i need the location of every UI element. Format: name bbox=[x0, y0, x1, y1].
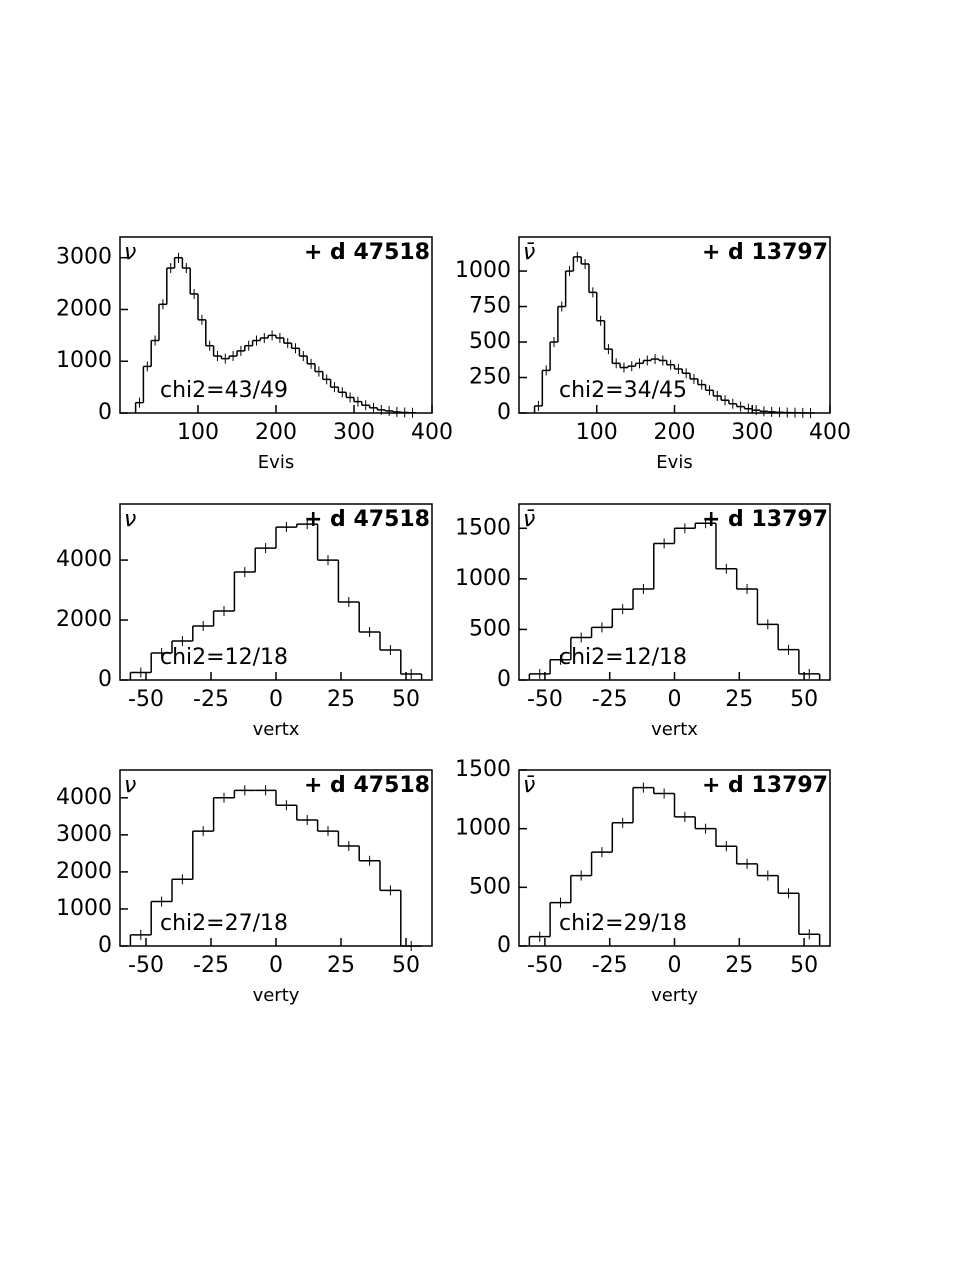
x-axis-label: Evis bbox=[258, 452, 294, 473]
y-tick-label: 250 bbox=[469, 365, 511, 390]
y-tick-label: 0 bbox=[497, 667, 511, 692]
x-tick-label: 200 bbox=[255, 420, 297, 445]
y-tick-label: 0 bbox=[497, 933, 511, 958]
y-tick-label: 3000 bbox=[56, 245, 112, 270]
x-tick-label: 0 bbox=[668, 953, 682, 978]
x-tick-label: 0 bbox=[668, 687, 682, 712]
x-tick-label: 25 bbox=[725, 953, 753, 978]
x-tick-label: 50 bbox=[392, 687, 420, 712]
annotation: chi2=27/18 bbox=[160, 911, 288, 936]
x-tick-label: 50 bbox=[790, 687, 818, 712]
x-tick-label: 50 bbox=[790, 953, 818, 978]
x-tick-label: 25 bbox=[725, 687, 753, 712]
y-tick-label: 1500 bbox=[455, 757, 511, 782]
legend: + d 13797 bbox=[702, 773, 828, 798]
x-tick-label: -50 bbox=[128, 953, 164, 978]
x-tick-label: -50 bbox=[527, 953, 563, 978]
y-tick-label: 4000 bbox=[56, 547, 112, 572]
x-tick-label: -25 bbox=[592, 953, 628, 978]
y-tick-label: 500 bbox=[469, 329, 511, 354]
y-tick-label: 1000 bbox=[455, 566, 511, 591]
x-tick-label: 300 bbox=[731, 420, 773, 445]
legend: + d 47518 bbox=[304, 240, 430, 265]
x-tick-label: 25 bbox=[327, 953, 355, 978]
x-tick-label: 200 bbox=[654, 420, 696, 445]
annotation: chi2=12/18 bbox=[160, 645, 288, 670]
y-tick-label: 2000 bbox=[56, 296, 112, 321]
x-tick-label: 100 bbox=[177, 420, 219, 445]
x-tick-label: 0 bbox=[269, 687, 283, 712]
y-tick-label: 2000 bbox=[56, 859, 112, 884]
x-tick-label: -25 bbox=[193, 953, 229, 978]
panel-label: ν bbox=[124, 773, 136, 798]
x-tick-label: 300 bbox=[333, 420, 375, 445]
x-axis-label: vertx bbox=[253, 719, 300, 740]
annotation: chi2=43/49 bbox=[160, 378, 288, 403]
y-tick-label: 1000 bbox=[455, 258, 511, 283]
x-axis-label: verty bbox=[253, 985, 300, 1006]
legend: + d 47518 bbox=[304, 773, 430, 798]
x-tick-label: -25 bbox=[193, 687, 229, 712]
y-tick-label: 1500 bbox=[455, 515, 511, 540]
x-tick-label: 100 bbox=[576, 420, 618, 445]
panel-label: ν bbox=[124, 507, 136, 532]
panel-label: ν̄ bbox=[523, 240, 535, 265]
y-tick-label: 1000 bbox=[455, 816, 511, 841]
x-tick-label: 400 bbox=[809, 420, 851, 445]
annotation: chi2=12/18 bbox=[559, 645, 687, 670]
panel-label: ν̄ bbox=[523, 507, 535, 532]
x-tick-label: -25 bbox=[592, 687, 628, 712]
x-tick-label: 50 bbox=[392, 953, 420, 978]
y-tick-label: 0 bbox=[98, 667, 112, 692]
legend: + d 47518 bbox=[304, 507, 430, 532]
x-tick-label: -50 bbox=[527, 687, 563, 712]
y-tick-label: 4000 bbox=[56, 785, 112, 810]
x-tick-label: 0 bbox=[269, 953, 283, 978]
x-axis-label: Evis bbox=[656, 452, 692, 473]
x-tick-label: 25 bbox=[327, 687, 355, 712]
y-tick-label: 1000 bbox=[56, 348, 112, 373]
y-tick-label: 500 bbox=[469, 874, 511, 899]
legend: + d 13797 bbox=[702, 507, 828, 532]
y-tick-label: 3000 bbox=[56, 822, 112, 847]
y-tick-label: 2000 bbox=[56, 607, 112, 632]
panel-label: ν̄ bbox=[523, 773, 535, 798]
legend: + d 13797 bbox=[702, 240, 828, 265]
y-tick-label: 0 bbox=[98, 933, 112, 958]
x-axis-label: verty bbox=[651, 985, 698, 1006]
y-tick-label: 500 bbox=[469, 616, 511, 641]
y-tick-label: 0 bbox=[98, 400, 112, 425]
panel-label: ν bbox=[124, 240, 136, 265]
x-axis-label: vertx bbox=[651, 719, 698, 740]
x-tick-label: 400 bbox=[411, 420, 453, 445]
annotation: chi2=29/18 bbox=[559, 911, 687, 936]
y-tick-label: 0 bbox=[497, 400, 511, 425]
y-tick-label: 750 bbox=[469, 294, 511, 319]
annotation: chi2=34/45 bbox=[559, 378, 687, 403]
y-tick-label: 1000 bbox=[56, 896, 112, 921]
x-tick-label: -50 bbox=[128, 687, 164, 712]
